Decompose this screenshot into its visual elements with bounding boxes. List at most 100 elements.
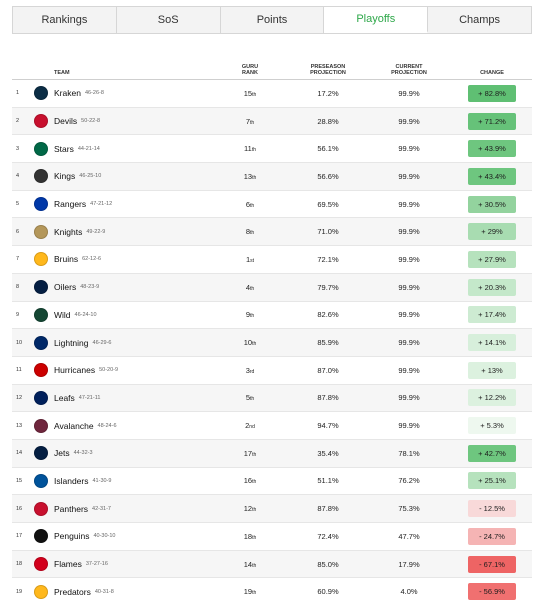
table-row: 3 Stars 44-21-14 11th 56.1% 99.9% + 43.9% xyxy=(12,135,532,164)
team-record: 44-32-3 xyxy=(73,450,93,457)
current-projection: 99.9% xyxy=(398,282,420,292)
team-cell: Lightning 46-29-6 xyxy=(34,335,210,350)
header-pre-line1: PRESEASON xyxy=(310,64,346,70)
team-name[interactable]: Penguins xyxy=(54,531,90,542)
team-cell: Panthers 42-31-7 xyxy=(34,501,210,516)
team-logo-icon xyxy=(34,390,48,405)
guru-rank: 14th xyxy=(210,560,290,569)
guru-rank-suffix: th xyxy=(252,590,257,597)
change-badge: + 12.2% xyxy=(468,389,516,407)
guru-rank-number: 3 xyxy=(245,365,250,375)
tab-points[interactable]: Points xyxy=(221,7,325,33)
row-rank: 10 xyxy=(16,339,23,346)
guru-rank-suffix: th xyxy=(250,230,255,237)
guru-rank: 5th xyxy=(210,393,290,402)
team-name[interactable]: Jets xyxy=(54,448,70,459)
header-guru-line1: GURU xyxy=(241,64,259,70)
team-cell: Oilers 48-23-9 xyxy=(34,280,210,295)
table-row: 16 Panthers 42-31-7 12th 87.8% 75.3% - 12.5% xyxy=(12,495,532,523)
team-logo-icon xyxy=(34,446,48,461)
guru-rank: 7th xyxy=(210,117,290,126)
guru-rank: 13th xyxy=(210,172,290,181)
change-cell: + 43.4% xyxy=(452,167,532,185)
preseason-projection: 72.1% xyxy=(317,254,339,264)
team-record: 47-21-11 xyxy=(78,394,101,401)
team-name[interactable]: Islanders xyxy=(54,475,89,486)
team-cell: Avalanche 48-24-6 xyxy=(34,418,210,433)
preseason-projection: 87.8% xyxy=(317,393,339,403)
change-cell: + 13% xyxy=(452,361,532,379)
team-name[interactable]: Flames xyxy=(54,559,82,570)
team-cell: Islanders 41-30-9 xyxy=(34,473,210,488)
team-name[interactable]: Kraken xyxy=(54,88,81,99)
team-name[interactable]: Hurricanes xyxy=(54,365,96,376)
team-name[interactable]: Leafs xyxy=(54,392,75,403)
team-name[interactable]: Lightning xyxy=(54,337,89,348)
change-badge: + 71.2% xyxy=(468,112,516,130)
team-name[interactable]: Stars xyxy=(54,143,74,154)
table-row: 7 Bruins 62-12-6 1st 72.1% 99.9% + 27.9% xyxy=(12,246,532,274)
preseason-projection: 71.0% xyxy=(317,227,339,237)
preseason-projection: 82.6% xyxy=(317,310,339,320)
change-badge: + 43.4% xyxy=(468,167,516,185)
current-projection: 99.9% xyxy=(398,393,420,403)
guru-rank-number: 1 xyxy=(245,254,251,264)
team-cell: Penguins 40-30-10 xyxy=(34,529,210,544)
team-name[interactable]: Panthers xyxy=(54,503,89,514)
preseason-projection: 35.4% xyxy=(317,448,339,458)
team-name[interactable]: Bruins xyxy=(54,254,79,265)
team-name[interactable]: Wild xyxy=(54,309,71,320)
tab-sos[interactable]: SoS xyxy=(117,7,221,33)
team-record: 46-24-10 xyxy=(74,311,97,318)
team-logo-icon xyxy=(34,86,48,101)
preseason-projection: 56.1% xyxy=(317,144,339,154)
guru-rank-number: 16 xyxy=(243,476,253,486)
table-row: 4 Kings 46-25-10 13th 56.6% 99.9% + 43.4% xyxy=(12,163,532,191)
guru-rank-number: 6 xyxy=(245,199,250,209)
guru-rank-suffix: th xyxy=(252,341,257,348)
change-badge: + 13% xyxy=(468,361,516,379)
change-badge: - 67.1% xyxy=(468,555,516,573)
preseason-projection: 51.1% xyxy=(317,476,339,486)
tab-rankings[interactable]: Rankings xyxy=(13,7,117,33)
team-name[interactable]: Predators xyxy=(54,586,91,597)
team-logo-icon xyxy=(34,197,48,212)
preseason-projection: 94.7% xyxy=(317,421,339,431)
header-cur-line2: PROJECTION xyxy=(391,70,427,76)
guru-rank: 12th xyxy=(210,504,290,513)
guru-rank-suffix: th xyxy=(252,562,257,569)
tab-champs[interactable]: Champs xyxy=(459,14,501,26)
row-rank: 11 xyxy=(16,367,22,374)
team-name[interactable]: Oilers xyxy=(54,282,77,293)
team-logo-icon xyxy=(34,169,48,184)
preseason-projection: 85.9% xyxy=(317,338,339,348)
team-logo-icon xyxy=(34,584,48,599)
playoff-odds-table: TEAM GURU RANK PRESEASON PROJECTION CURR… xyxy=(12,54,532,604)
table-row: 18 Flames 37-27-16 14th 85.0% 17.9% - 67.1% xyxy=(12,550,532,579)
team-name[interactable]: Devils xyxy=(54,116,78,127)
guru-rank-suffix: th xyxy=(252,534,257,541)
change-cell: + 30.5% xyxy=(452,195,532,213)
guru-rank-suffix: th xyxy=(252,507,257,514)
team-name[interactable]: Rangers xyxy=(54,199,87,210)
change-cell: + 29% xyxy=(452,223,532,241)
team-name[interactable]: Avalanche xyxy=(54,420,94,431)
current-projection: 47.7% xyxy=(398,531,420,541)
team-logo-icon xyxy=(34,114,48,129)
guru-rank-suffix: th xyxy=(250,313,255,320)
tab-playoffs[interactable]: Playoffs xyxy=(324,7,429,33)
guru-rank: 18th xyxy=(210,532,290,541)
team-name[interactable]: Knights xyxy=(54,226,83,237)
change-badge: + 25.1% xyxy=(468,472,516,490)
team-name[interactable]: Kings xyxy=(54,171,76,182)
change-badge: - 56.9% xyxy=(468,583,516,601)
row-rank: 8 xyxy=(16,284,20,291)
guru-rank-number: 10 xyxy=(243,338,253,348)
row-rank: 4 xyxy=(16,173,20,180)
guru-rank: 2nd xyxy=(210,421,290,430)
table-row: 12 Leafs 47-21-11 5th 87.8% 99.9% + 12.2% xyxy=(12,384,532,413)
table-row: 19 Predators 40-31-8 19th 60.9% 4.0% - 56.9% xyxy=(12,578,532,604)
preseason-projection: 85.0% xyxy=(317,559,339,569)
team-logo-icon xyxy=(34,280,48,295)
preseason-projection: 28.8% xyxy=(317,116,339,126)
